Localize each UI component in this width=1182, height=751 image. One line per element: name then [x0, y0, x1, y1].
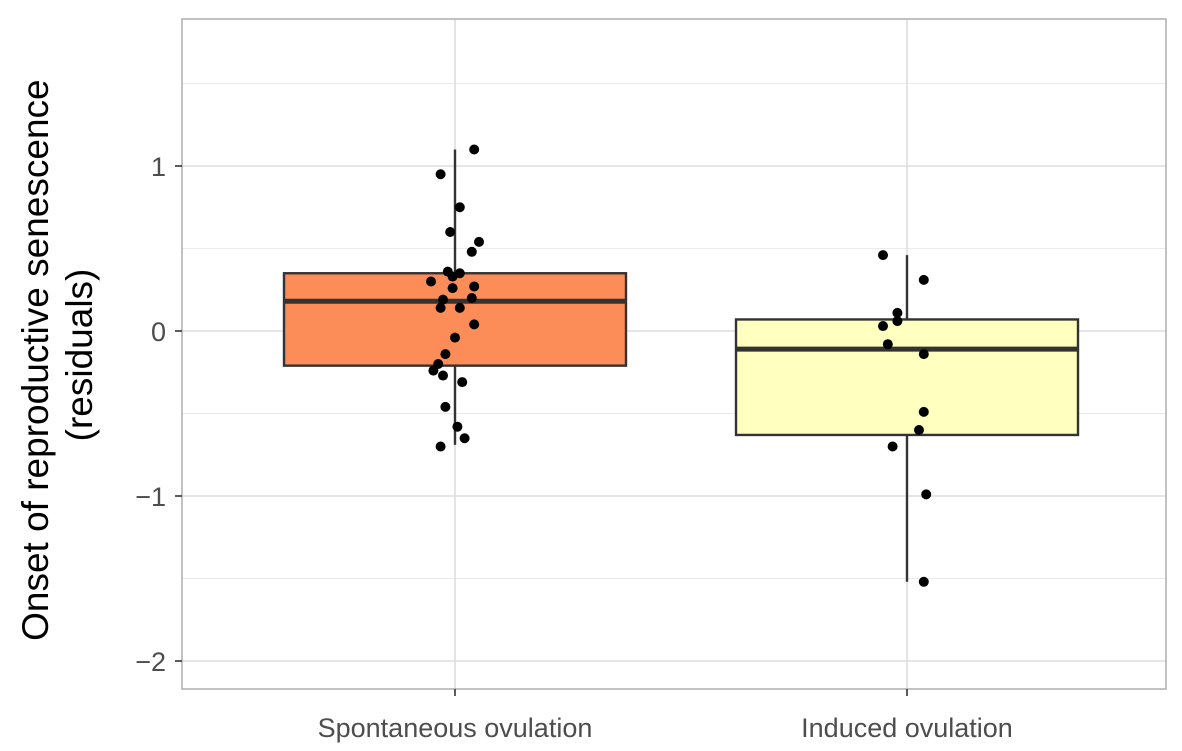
data-point — [435, 169, 446, 180]
panel-border — [181, 18, 1167, 690]
y-tick-label: −2 — [135, 647, 166, 677]
data-point — [887, 441, 898, 452]
y-tick-label: 0 — [151, 317, 166, 347]
data-point — [918, 576, 929, 587]
data-point — [454, 302, 465, 313]
axis-layer: −2 −1 0 1 Spontaneous ovulation Induced ovula… — [135, 152, 1013, 743]
data-point — [435, 441, 446, 452]
box-spontaneous — [282, 149, 628, 445]
data-point — [469, 144, 480, 155]
data-point — [438, 294, 448, 305]
y-tick-label: −1 — [135, 482, 166, 512]
data-point — [428, 365, 439, 376]
data-point — [466, 293, 477, 303]
box-induced — [734, 255, 1080, 582]
point-layer — [426, 144, 932, 587]
data-point — [878, 321, 888, 332]
data-point — [426, 276, 436, 287]
data-point — [452, 421, 463, 432]
data-point — [914, 425, 924, 435]
y-axis-title-line2: (residuals) — [59, 269, 100, 442]
y-axis-title-line1: Onset of reproductive senescence — [15, 79, 56, 641]
data-point — [435, 302, 446, 313]
data-point — [882, 339, 893, 350]
data-point — [892, 316, 903, 327]
data-point — [457, 377, 468, 388]
x-tick-label: Spontaneous ovulation — [318, 713, 593, 743]
data-point — [447, 283, 458, 294]
x-tick-label: Induced ovulation — [801, 713, 1013, 743]
data-point — [921, 489, 932, 500]
data-point — [474, 236, 484, 247]
data-point — [438, 370, 448, 381]
data-point — [454, 202, 465, 213]
data-point — [918, 274, 929, 285]
data-point — [440, 401, 451, 412]
data-point — [918, 349, 929, 360]
data-point — [450, 332, 460, 343]
data-point — [469, 319, 480, 330]
y-axis-title: Onset of reproductive senescence (residu… — [15, 69, 100, 641]
data-point — [447, 271, 458, 282]
data-point — [918, 406, 929, 417]
data-point — [878, 250, 888, 261]
data-point — [469, 281, 480, 292]
y-tick-label: 1 — [151, 152, 166, 182]
box-iqr — [734, 318, 1080, 437]
data-point — [440, 349, 451, 360]
data-point — [466, 246, 477, 257]
data-point — [459, 433, 470, 444]
data-point — [892, 307, 903, 318]
box-layer — [282, 149, 1080, 582]
data-point — [445, 227, 456, 237]
